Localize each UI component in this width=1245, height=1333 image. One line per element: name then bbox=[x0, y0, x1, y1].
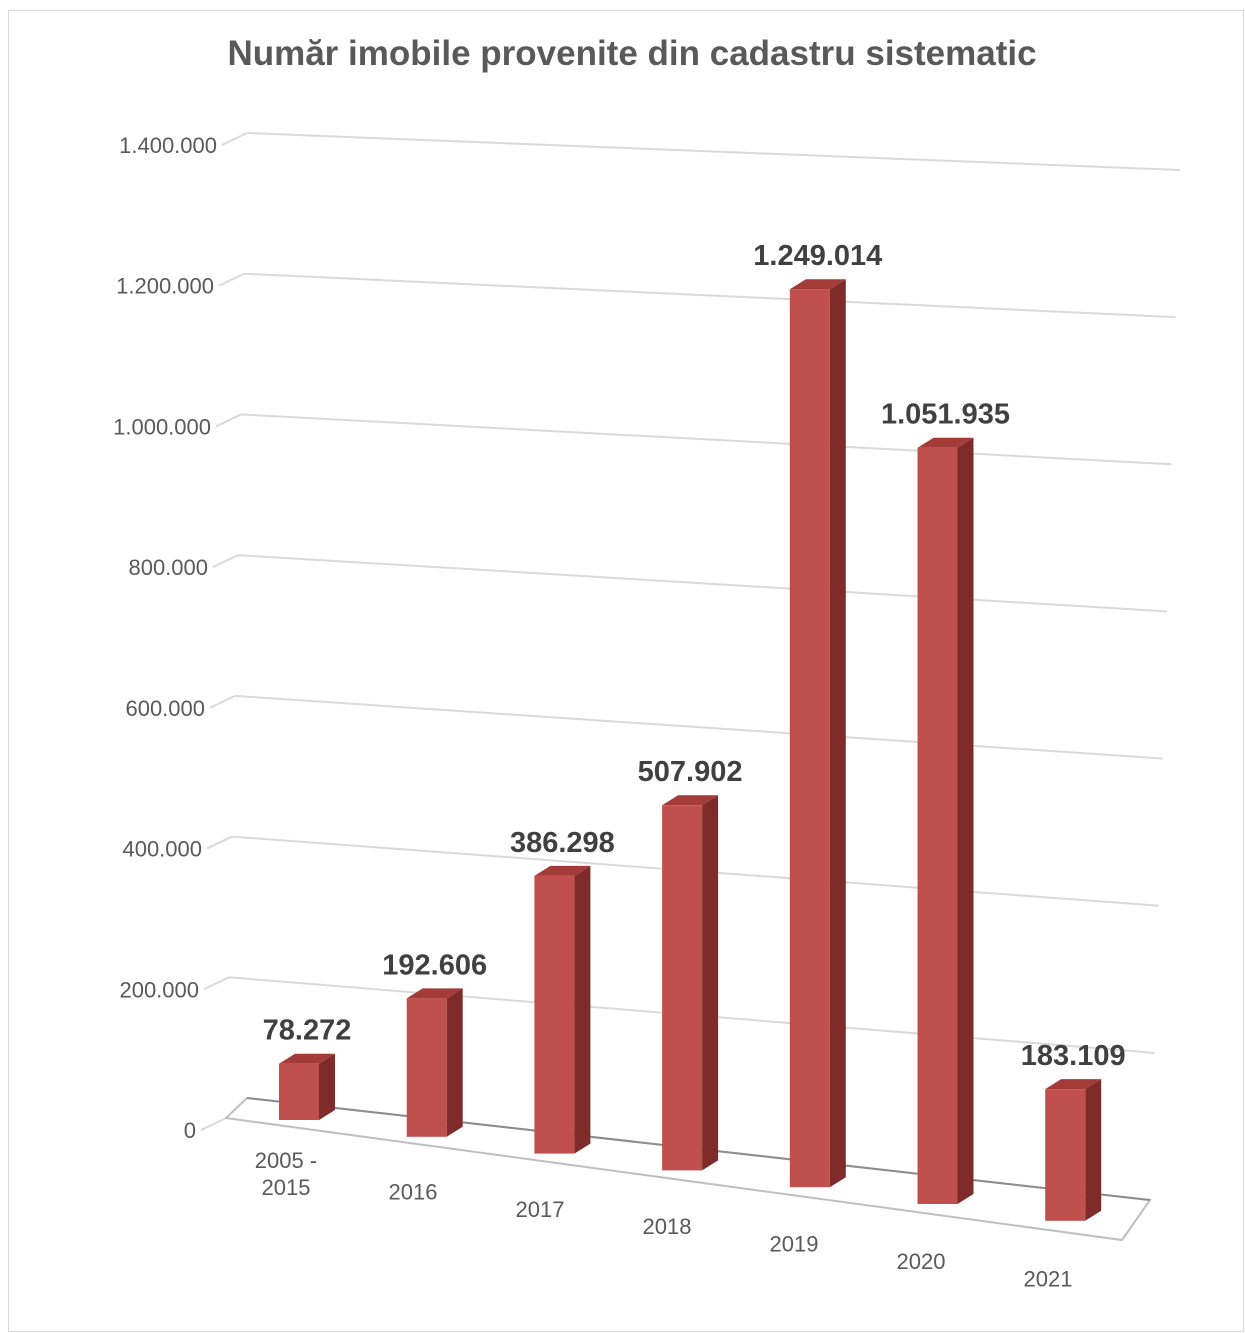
bar-side bbox=[702, 795, 718, 1170]
y-tick-label: 400.000 bbox=[122, 837, 202, 862]
bar-side bbox=[574, 866, 590, 1154]
x-tick-label: 2019 bbox=[770, 1232, 819, 1257]
gridline bbox=[247, 133, 1180, 170]
gridline-depth bbox=[213, 555, 238, 567]
bar bbox=[407, 998, 447, 1136]
gridline bbox=[235, 696, 1163, 759]
x-tick-label: 2021 bbox=[1024, 1266, 1073, 1291]
data-label: 1.249.014 bbox=[753, 240, 882, 272]
gridline-depth bbox=[204, 977, 229, 989]
bar-side bbox=[958, 438, 974, 1204]
gridline bbox=[241, 414, 1171, 464]
bar bbox=[662, 805, 702, 1170]
bar-side bbox=[1085, 1079, 1101, 1221]
bar bbox=[790, 289, 830, 1187]
x-tick-label: 2005 -2015 bbox=[255, 1148, 317, 1200]
bar-side bbox=[447, 988, 463, 1136]
x-tick-label: 2020 bbox=[897, 1249, 946, 1274]
gridline bbox=[238, 555, 1167, 611]
gridline bbox=[244, 274, 1176, 317]
data-label: 386.298 bbox=[510, 827, 615, 859]
gridline-depth bbox=[219, 274, 244, 286]
bar-side bbox=[319, 1054, 335, 1120]
gridline-depth bbox=[201, 1118, 226, 1130]
bar bbox=[534, 876, 574, 1154]
gridline-depth bbox=[207, 837, 232, 849]
chart-title: Număr imobile provenite din cadastru sis… bbox=[227, 34, 1036, 73]
gridline-depth bbox=[210, 696, 235, 708]
y-tick-label: 1.000.000 bbox=[113, 414, 211, 439]
data-label: 183.109 bbox=[1021, 1040, 1126, 1072]
x-tick-label: 2016 bbox=[389, 1179, 438, 1204]
y-tick-label: 800.000 bbox=[128, 555, 208, 580]
bar bbox=[918, 448, 958, 1204]
y-tick-label: 1.400.000 bbox=[119, 133, 217, 158]
y-tick-label: 200.000 bbox=[119, 977, 199, 1002]
x-tick-label: 2018 bbox=[643, 1214, 692, 1239]
gridline-depth bbox=[216, 414, 241, 426]
data-label: 192.606 bbox=[382, 949, 487, 981]
y-tick-label: 0 bbox=[184, 1118, 196, 1143]
y-tick-label: 1.200.000 bbox=[116, 274, 214, 299]
data-label: 507.902 bbox=[638, 756, 743, 788]
gridline-depth bbox=[222, 133, 247, 145]
data-label: 78.272 bbox=[263, 1015, 352, 1047]
y-axis-ticks: 0 200.000 400.000 600.000 800.000 1.000.000 1.… bbox=[113, 133, 217, 1143]
bar bbox=[279, 1064, 319, 1120]
x-tick-label: 2017 bbox=[516, 1197, 565, 1222]
bar-side bbox=[830, 279, 846, 1187]
bar bbox=[1045, 1089, 1085, 1221]
data-label: 1.051.935 bbox=[881, 399, 1010, 431]
y-tick-label: 600.000 bbox=[125, 696, 205, 721]
